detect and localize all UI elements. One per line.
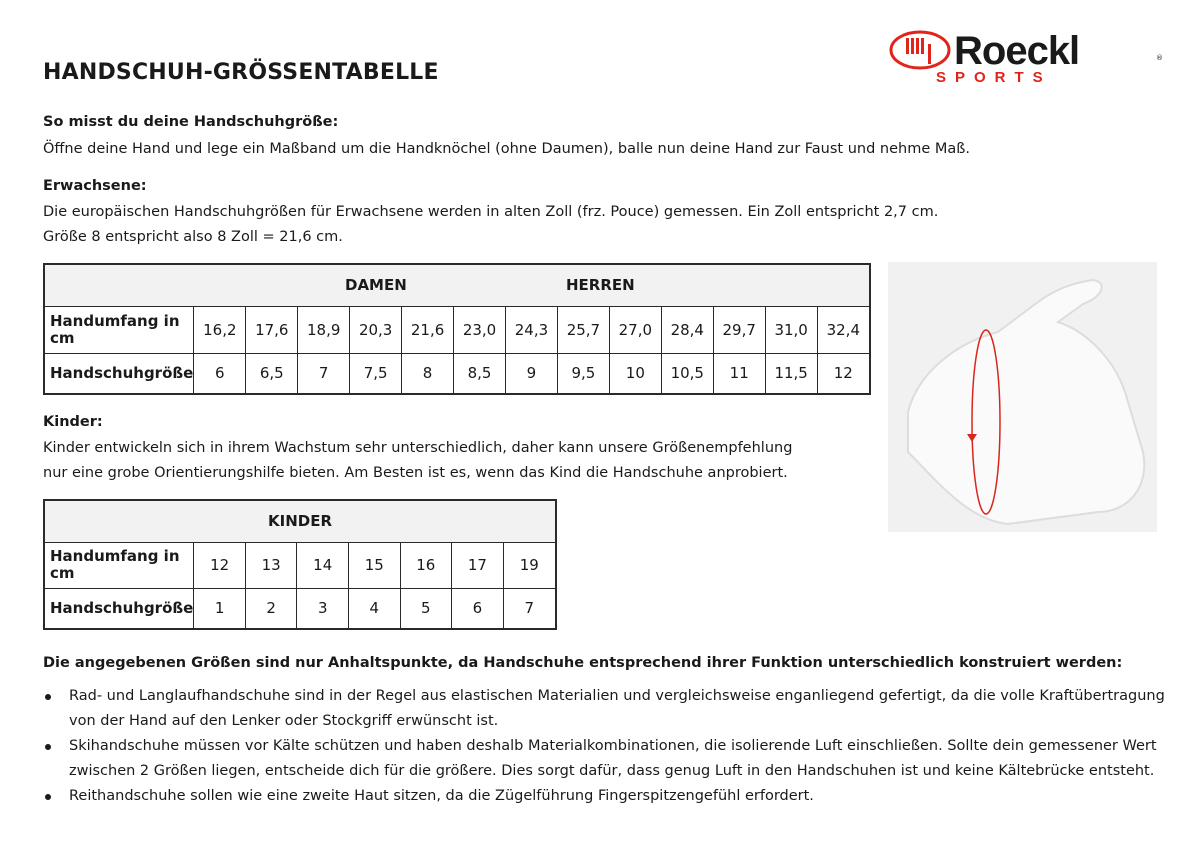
- circumference-cell: 23,0: [453, 305, 506, 354]
- adults-text-2: Größe 8 entspricht also 8 Zoll = 21,6 cm…: [43, 229, 343, 245]
- circumference-cell: 27,0: [608, 305, 662, 354]
- adults-heading: Erwachsene:: [43, 178, 147, 194]
- circumference-cell: 12: [193, 541, 246, 589]
- measure-heading: So misst du deine Handschuhgröße:: [43, 114, 339, 130]
- list-item: Rad- und Langlaufhandschuhe sind in der …: [43, 684, 1173, 734]
- circumference-cell: 25,7: [556, 305, 610, 354]
- size-cell: 11,5: [764, 352, 818, 395]
- size-cell: 7,5: [349, 352, 403, 395]
- size-cell: 12: [816, 352, 871, 395]
- size-cell: 6: [451, 587, 504, 630]
- kids-text-1: Kinder entwickeln sich in ihrem Wachstum…: [43, 440, 793, 456]
- size-cell: 3: [296, 587, 349, 630]
- circumference-cell: 17: [451, 541, 504, 589]
- size-cell: 1: [193, 587, 246, 630]
- row-label-size: Handschuhgröße: [43, 352, 195, 395]
- circumference-cell: 16,2: [193, 305, 247, 354]
- svg-text:Roeckl: Roeckl: [954, 29, 1079, 73]
- kids-heading: Kinder:: [43, 414, 103, 430]
- size-cell: 6: [193, 352, 247, 395]
- svg-text:SPORTS: SPORTS: [936, 69, 1052, 86]
- adult-size-table: DAMEN HERREN Handumfang in cm 16,2 17,6 18,…: [43, 263, 871, 395]
- header-damen: DAMEN: [345, 276, 407, 294]
- circumference-cell: 17,6: [245, 305, 299, 354]
- circumference-cell: 32,4: [816, 305, 871, 354]
- size-cell: 7: [297, 352, 351, 395]
- circumference-cell: 20,3: [349, 305, 403, 354]
- circumference-cell: 21,6: [401, 305, 455, 354]
- circumference-cell: 16: [399, 541, 453, 589]
- size-cell: 10,5: [660, 352, 714, 395]
- size-cell: 10: [608, 352, 662, 395]
- circumference-cell: 19: [502, 541, 557, 589]
- hand-measurement-image: [888, 262, 1157, 532]
- notes-list: Rad- und Langlaufhandschuhe sind in der …: [43, 684, 1173, 809]
- kids-text-2: nur eine grobe Orientierungshilfe bieten…: [43, 465, 788, 481]
- circumference-cell: 31,0: [764, 305, 818, 354]
- circumference-cell: 13: [244, 541, 298, 589]
- page-title: HANDSCHUH-GRÖSSENTABELLE: [43, 60, 439, 85]
- circumference-cell: 15: [348, 541, 401, 589]
- list-item: Skihandschuhe müssen vor Kälte schützen …: [43, 734, 1173, 784]
- row-label-size: Handschuhgröße: [43, 587, 195, 630]
- list-item: Reithandschuhe sollen wie eine zweite Ha…: [43, 784, 1173, 809]
- kids-size-table: KINDER Handumfang in cm 12 13 14 15 16 17 19 Ha…: [43, 499, 557, 630]
- size-cell: 9: [504, 352, 558, 395]
- notes-heading: Die angegebenen Größen sind nur Anhaltsp…: [43, 655, 1123, 671]
- circumference-cell: 28,4: [660, 305, 714, 354]
- size-cell: 11: [712, 352, 766, 395]
- adults-text-1: Die europäischen Handschuhgrößen für Erw…: [43, 204, 939, 220]
- circumference-cell: 24,3: [504, 305, 558, 354]
- size-cell: 4: [348, 587, 401, 630]
- roeckl-logo: Roeckl ® SPORTS: [889, 29, 1163, 86]
- measure-text: Öffne deine Hand und lege ein Maßband um…: [43, 141, 970, 157]
- circumference-cell: 18,9: [297, 305, 351, 354]
- size-cell: 2: [244, 587, 298, 630]
- row-label-circumference: Handumfang in cm: [43, 305, 195, 354]
- size-cell: 5: [399, 587, 453, 630]
- size-cell: 9,5: [556, 352, 610, 395]
- svg-text:®: ®: [1156, 54, 1163, 62]
- size-cell: 7: [502, 587, 557, 630]
- row-label-circumference: Handumfang in cm: [43, 541, 195, 589]
- size-cell: 6,5: [245, 352, 299, 395]
- header-herren: HERREN: [566, 276, 635, 294]
- size-cell: 8,5: [453, 352, 506, 395]
- header-kinder: KINDER: [43, 499, 557, 543]
- size-cell: 8: [401, 352, 455, 395]
- circumference-cell: 29,7: [712, 305, 766, 354]
- circumference-cell: 14: [296, 541, 349, 589]
